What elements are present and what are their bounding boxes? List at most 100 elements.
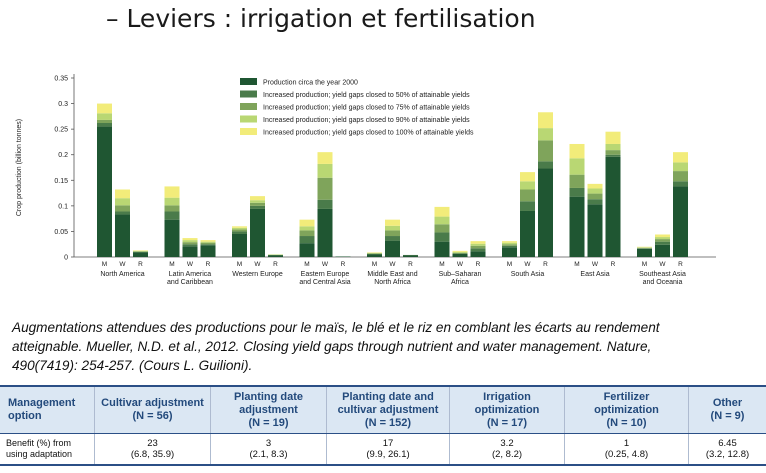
bar-segment: [520, 172, 535, 182]
bar-segment: [250, 200, 265, 203]
bar-segment: [115, 205, 130, 212]
crop-tick-label: W: [524, 261, 531, 268]
bar-segment: [605, 143, 621, 151]
bar-segment: [232, 227, 247, 230]
bar-segment: [385, 230, 400, 237]
caption-line-1: Augmentations attendues des productions …: [12, 320, 660, 335]
bar-segment: [232, 233, 247, 257]
bar-segment: [587, 188, 603, 194]
legend-label: Increased production; yield gaps closed …: [263, 117, 470, 124]
bar-segment: [587, 199, 603, 205]
bar-segment: [434, 224, 450, 233]
legend-swatch: [240, 128, 257, 135]
region-label: South Asia: [511, 271, 545, 278]
header-line: Irrigation: [483, 390, 531, 403]
crop-tick-label: M: [102, 261, 107, 268]
bar-segment: [317, 199, 333, 209]
bar-segment: [367, 253, 382, 254]
bar-segment: [673, 162, 688, 172]
region-label: and Oceania: [643, 279, 683, 286]
bar-segment: [520, 201, 535, 211]
crop-tick-label: W: [659, 261, 666, 268]
header-line: Management: [8, 397, 76, 409]
bar-segment: [673, 171, 688, 182]
bar-segment: [637, 248, 652, 257]
cell-interval: (2.1, 8.3): [249, 449, 288, 460]
bar-segment: [385, 236, 400, 241]
cell-value: 3.2: [500, 438, 514, 449]
bar-segment: [637, 246, 652, 248]
bar-segment: [164, 211, 180, 220]
bar-segment: [133, 252, 148, 257]
bar-segment: [232, 231, 247, 234]
bar-segment: [538, 140, 553, 162]
bar-segment: [299, 230, 315, 237]
header-line: (N = 56): [132, 410, 173, 422]
header-line: Cultivar adjustment: [101, 397, 204, 409]
crop-tick-label: R: [138, 261, 143, 268]
bar-segment: [200, 244, 216, 246]
cell-interval: (6.8, 35.9): [130, 449, 175, 460]
header-other: Other (N = 9): [688, 385, 766, 434]
cell-interval: (2, 8.2): [491, 449, 523, 460]
legend-label: Increased production; yield gaps closed …: [263, 105, 470, 112]
bar-segment: [268, 254, 283, 256]
region-label: East Asia: [580, 271, 609, 278]
cell-planting-date: 3 (2.1, 8.3): [210, 433, 327, 466]
cell-other: 6.45 (3.2, 12.8): [688, 433, 766, 466]
header-management-option: Management option: [0, 385, 95, 434]
bar-segment: [605, 154, 621, 157]
legend-swatch: [240, 78, 257, 85]
table-header-row: Management option Cultivar adjustment (N…: [0, 385, 766, 434]
region-label: Southeast Asia: [639, 271, 686, 278]
bar-segment: [637, 247, 652, 249]
bar-segment: [317, 152, 333, 164]
crop-tick-label: M: [169, 261, 174, 268]
bar-segment: [164, 186, 180, 198]
bar-segment: [299, 236, 315, 244]
bar-segment: [385, 225, 400, 231]
bar-segment: [317, 208, 333, 257]
bar-segment: [232, 226, 247, 228]
cell-interval: (9.9, 26.1): [366, 449, 410, 460]
bar-segment: [434, 206, 450, 217]
legend-label: Production circa the year 2000: [263, 80, 358, 87]
bar-segment: [385, 219, 400, 226]
bar-segment: [452, 251, 468, 253]
bar-segment: [250, 208, 265, 257]
row-label-line: Benefit (%) from: [6, 438, 72, 448]
crop-tick-label: M: [372, 261, 377, 268]
bar-segment: [97, 119, 112, 124]
bar-segment: [133, 250, 148, 252]
bar-segment: [452, 250, 468, 252]
bar-segment: [637, 248, 652, 249]
y-tick-label: 0.2: [58, 152, 68, 159]
y-tick-label: 0.35: [54, 76, 68, 83]
bar-segment: [587, 193, 603, 200]
bar-segment: [200, 240, 216, 242]
bar-segment: [538, 161, 553, 169]
bar-segment: [470, 248, 486, 252]
bar-segment: [502, 244, 517, 246]
crop-tick-label: R: [543, 261, 548, 268]
bar-segment: [538, 128, 553, 141]
bar-segment: [115, 211, 130, 215]
header-line: (N = 19): [248, 416, 289, 429]
bar-segment: [133, 250, 148, 251]
bar-segment: [317, 177, 333, 200]
header-line: optimization: [594, 403, 659, 416]
header-line: (N = 17): [486, 416, 528, 429]
header-planting-date-cultivar: Planting date and cultivar adjustment (N…: [326, 385, 450, 434]
crop-tick-label: M: [507, 261, 512, 268]
region-label: North Africa: [374, 279, 411, 286]
bar-segment: [385, 240, 400, 257]
bar-segment: [115, 189, 130, 199]
caption-line-3: 490(7419): 254-257. (Cours L. Guilioni).: [12, 358, 253, 373]
crop-tick-label: M: [574, 261, 579, 268]
bar-segment: [673, 186, 688, 257]
bar-segment: [97, 113, 112, 120]
cell-interval: (0.25, 4.8): [604, 449, 649, 460]
bar-segment: [637, 247, 652, 248]
bar-segment: [182, 242, 198, 245]
bar-segment: [367, 252, 382, 254]
